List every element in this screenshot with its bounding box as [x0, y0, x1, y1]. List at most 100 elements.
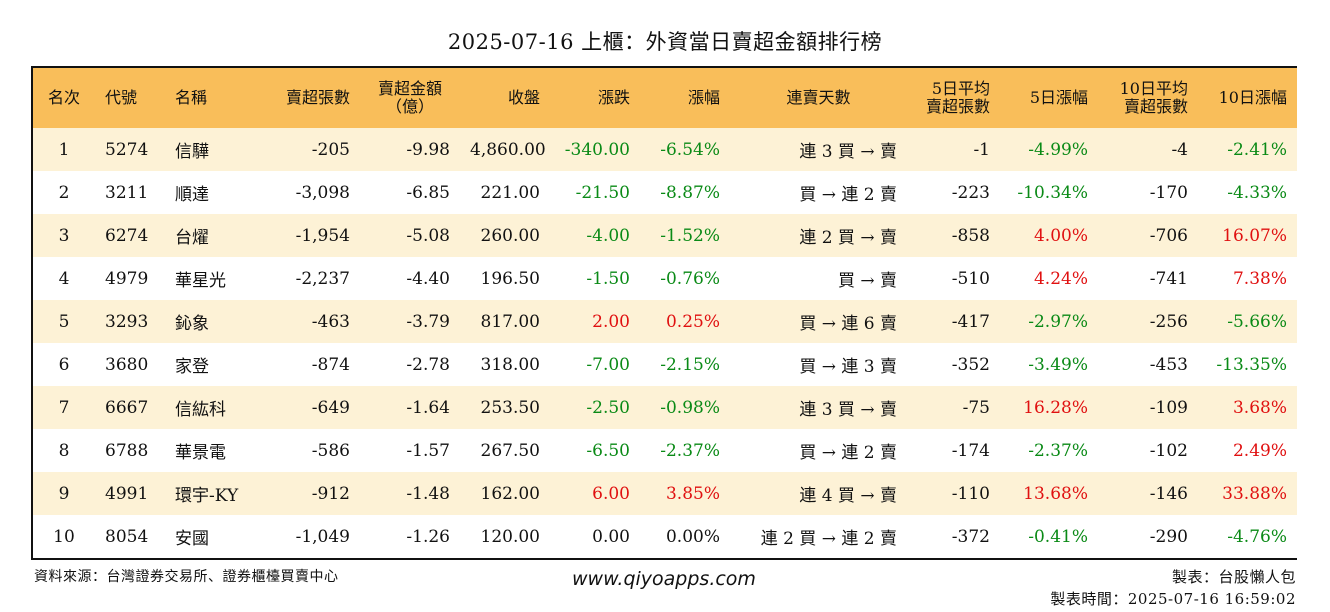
- cell-streak: 連 3 買 → 賣: [799, 400, 897, 420]
- cell-avg5: -417: [951, 311, 990, 332]
- header-avg10-line1: 10日平均: [1119, 79, 1188, 98]
- header-sell-amount: 賣超金額 （億）: [360, 68, 460, 128]
- cell-name: 安國: [175, 529, 209, 549]
- cell-change-pct: 0.00%: [665, 526, 720, 547]
- cell-rank: 9: [58, 483, 70, 504]
- cell-sell-shares: -3,098: [295, 182, 350, 203]
- header-pct10: 10日漲幅: [1218, 88, 1287, 107]
- header-avg5-line2: 賣超張數: [925, 97, 990, 116]
- header-avg10: 10日平均 賣超張數: [1098, 68, 1198, 128]
- cell-change: 0.00: [592, 526, 630, 547]
- cell-streak: 買 → 連 6 賣: [799, 314, 897, 334]
- cell-change: -2.50: [586, 397, 630, 418]
- cell-pct10: -5.66%: [1227, 311, 1287, 332]
- cell-pct5: -2.37%: [1028, 440, 1088, 461]
- header-row: 名次 代號 名稱 賣超張數 賣超金額 （億） 收盤 漲跌 漲幅 連賣天數 5日平…: [33, 68, 1297, 128]
- cell-code: 5274: [105, 139, 149, 160]
- cell-avg10: -741: [1149, 268, 1188, 289]
- cell-pct10: -2.41%: [1227, 139, 1287, 160]
- cell-name: 家登: [175, 357, 209, 377]
- cell-rank: 1: [58, 139, 70, 160]
- cell-streak: 買 → 賣: [837, 271, 897, 291]
- cell-sell-amount: -1.57: [406, 440, 450, 461]
- cell-sell-shares: -2,237: [295, 268, 350, 289]
- cell-avg10: -4: [1171, 139, 1188, 160]
- cell-name: 信驊: [175, 142, 209, 162]
- cell-sell-shares: -1,954: [295, 225, 350, 246]
- cell-rank: 3: [58, 225, 70, 246]
- cell-avg10: -170: [1149, 182, 1188, 203]
- table-row: 4 4979 華星光 -2,237 -4.40 196.50 -1.50 -0.76% 買 → …: [33, 257, 1297, 300]
- cell-rank: 8: [58, 440, 70, 461]
- cell-streak: 連 4 買 → 賣: [799, 486, 897, 506]
- timestamp: 製表時間：2025-07-16 16:59:02: [1050, 590, 1296, 608]
- cell-streak: 買 → 連 2 賣: [799, 185, 897, 205]
- cell-streak: 連 2 買 → 連 2 賣: [760, 529, 897, 549]
- cell-avg5: -223: [951, 182, 990, 203]
- cell-change-pct: -0.98%: [660, 397, 720, 418]
- cell-sell-shares: -205: [311, 139, 350, 160]
- table-row: 7 6667 信紘科 -649 -1.64 253.50 -2.50 -0.98% 連 3 買 …: [33, 386, 1297, 429]
- cell-avg10: -146: [1149, 483, 1188, 504]
- cell-streak: 買 → 連 3 賣: [799, 357, 897, 377]
- cell-pct5: -4.99%: [1028, 139, 1088, 160]
- cell-change-pct: -2.15%: [660, 354, 720, 375]
- cell-sell-amount: -1.48: [406, 483, 450, 504]
- cell-close: 4,860.00: [470, 139, 546, 160]
- maker-label: 製表：台股懶人包: [1171, 568, 1296, 586]
- cell-rank: 4: [58, 268, 70, 289]
- cell-change-pct: -1.52%: [660, 225, 720, 246]
- cell-change: -6.50: [586, 440, 630, 461]
- cell-change-pct: 3.85%: [665, 483, 720, 504]
- cell-change: -1.50: [586, 268, 630, 289]
- cell-close: 221.00: [480, 182, 540, 203]
- table-row: 5 3293 鈊象 -463 -3.79 817.00 2.00 0.25% 買 → 連 6 賣…: [33, 300, 1297, 343]
- cell-change-pct: -2.37%: [660, 440, 720, 461]
- cell-name: 華景電: [175, 443, 226, 463]
- cell-rank: 2: [58, 182, 70, 203]
- cell-streak: 連 2 買 → 賣: [799, 228, 897, 248]
- cell-avg5: -75: [962, 397, 990, 418]
- cell-rank: 5: [58, 311, 70, 332]
- cell-sell-shares: -649: [311, 397, 350, 418]
- cell-pct10: -4.76%: [1227, 526, 1287, 547]
- cell-name: 鈊象: [175, 314, 209, 334]
- cell-name: 信紘科: [175, 400, 226, 420]
- website-link[interactable]: www.qiyoapps.com: [572, 568, 756, 590]
- cell-avg5: -372: [951, 526, 990, 547]
- cell-pct5: 4.24%: [1033, 268, 1088, 289]
- header-sell-shares: 賣超張數: [285, 88, 350, 107]
- cell-name: 台燿: [175, 228, 209, 248]
- cell-sell-amount: -5.08: [406, 225, 450, 246]
- cell-sell-amount: -4.40: [406, 268, 450, 289]
- header-change-pct: 漲幅: [687, 88, 720, 107]
- cell-avg10: -290: [1149, 526, 1188, 547]
- cell-pct5: -3.49%: [1028, 354, 1088, 375]
- header-avg10-line2: 賣超張數: [1123, 97, 1188, 116]
- cell-sell-shares: -874: [311, 354, 350, 375]
- cell-code: 8054: [105, 526, 149, 547]
- header-close: 收盤: [507, 88, 540, 107]
- cell-pct5: -0.41%: [1028, 526, 1088, 547]
- cell-change: 6.00: [592, 483, 630, 504]
- cell-change-pct: -8.87%: [660, 182, 720, 203]
- header-code: 代號: [105, 88, 138, 107]
- cell-name: 順達: [175, 185, 209, 205]
- cell-change: -21.50: [575, 182, 630, 203]
- table-row: 3 6274 台燿 -1,954 -5.08 260.00 -4.00 -1.52% 連 2 買…: [33, 214, 1297, 257]
- table-row: 2 3211 順達 -3,098 -6.85 221.00 -21.50 -8.87% 買 → …: [33, 171, 1297, 214]
- cell-code: 3211: [105, 182, 149, 203]
- cell-pct5: -10.34%: [1017, 182, 1088, 203]
- cell-pct10: 7.38%: [1232, 268, 1287, 289]
- cell-rank: 6: [58, 354, 70, 375]
- cell-code: 6788: [105, 440, 149, 461]
- cell-avg5: -1: [973, 139, 990, 160]
- cell-avg10: -256: [1149, 311, 1188, 332]
- cell-avg10: -102: [1149, 440, 1188, 461]
- cell-pct5: 16.28%: [1023, 397, 1088, 418]
- cell-sell-amount: -1.64: [406, 397, 450, 418]
- cell-change-pct: -6.54%: [660, 139, 720, 160]
- cell-close: 260.00: [480, 225, 540, 246]
- cell-sell-amount: -9.98: [406, 139, 450, 160]
- cell-avg5: -510: [951, 268, 990, 289]
